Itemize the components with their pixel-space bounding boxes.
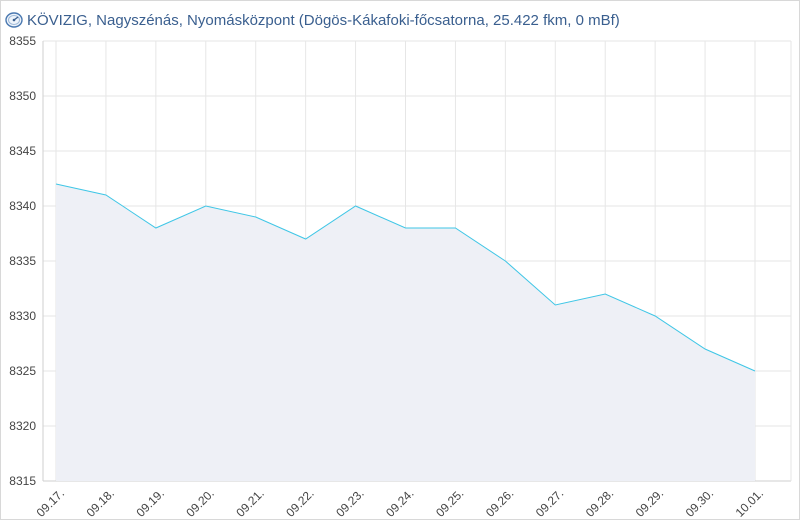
x-tick-label: 09.23. xyxy=(333,486,366,519)
chart-title: KÖVIZIG, Nagyszénás, Nyomásközpont (Dögö… xyxy=(27,11,620,29)
data-point xyxy=(554,304,557,307)
data-point xyxy=(304,238,307,241)
x-tick-label: 09.21. xyxy=(233,486,266,519)
data-point xyxy=(704,348,707,351)
y-tick-label: 8325 xyxy=(9,364,36,378)
data-point xyxy=(404,227,407,230)
x-tick-label: 09.29. xyxy=(633,486,666,519)
x-tick-label: 09.27. xyxy=(533,486,566,519)
y-tick-label: 8345 xyxy=(9,144,36,158)
y-tick-label: 8330 xyxy=(9,309,36,323)
y-tick-label: 8335 xyxy=(9,254,36,268)
data-point xyxy=(254,216,257,219)
data-point xyxy=(354,205,357,208)
x-tick-label: 09.25. xyxy=(433,486,466,519)
data-point xyxy=(604,293,607,296)
data-point xyxy=(204,205,207,208)
gauge-icon xyxy=(5,12,23,28)
y-tick-label: 8340 xyxy=(9,199,36,213)
y-tick-label: 8355 xyxy=(9,34,36,48)
y-tick-label: 8350 xyxy=(9,89,36,103)
y-tick-label: 8315 xyxy=(9,474,36,488)
data-point xyxy=(504,260,507,263)
x-tick-label: 09.22. xyxy=(283,486,316,519)
y-tick-label: 8320 xyxy=(9,419,36,433)
x-tick-label: 09.17. xyxy=(34,486,67,519)
series-line xyxy=(55,183,756,372)
x-tick-label: 10.01. xyxy=(733,486,766,519)
x-tick-label: 09.30. xyxy=(683,486,716,519)
x-tick-label: 09.24. xyxy=(383,486,416,519)
x-tick-label: 09.20. xyxy=(183,486,216,519)
series-area xyxy=(56,184,755,481)
data-point xyxy=(154,227,157,230)
x-tick-label: 09.19. xyxy=(133,486,166,519)
data-point xyxy=(654,315,657,318)
data-point xyxy=(754,370,757,373)
chart-title-bar: KÖVIZIG, Nagyszénás, Nyomásközpont (Dögö… xyxy=(5,10,620,30)
data-point xyxy=(55,183,58,186)
x-tick-label: 09.18. xyxy=(84,486,117,519)
x-tick-label: 09.26. xyxy=(483,486,516,519)
x-tick-label: 09.28. xyxy=(583,486,616,519)
data-point xyxy=(104,194,107,197)
data-point xyxy=(454,227,457,230)
